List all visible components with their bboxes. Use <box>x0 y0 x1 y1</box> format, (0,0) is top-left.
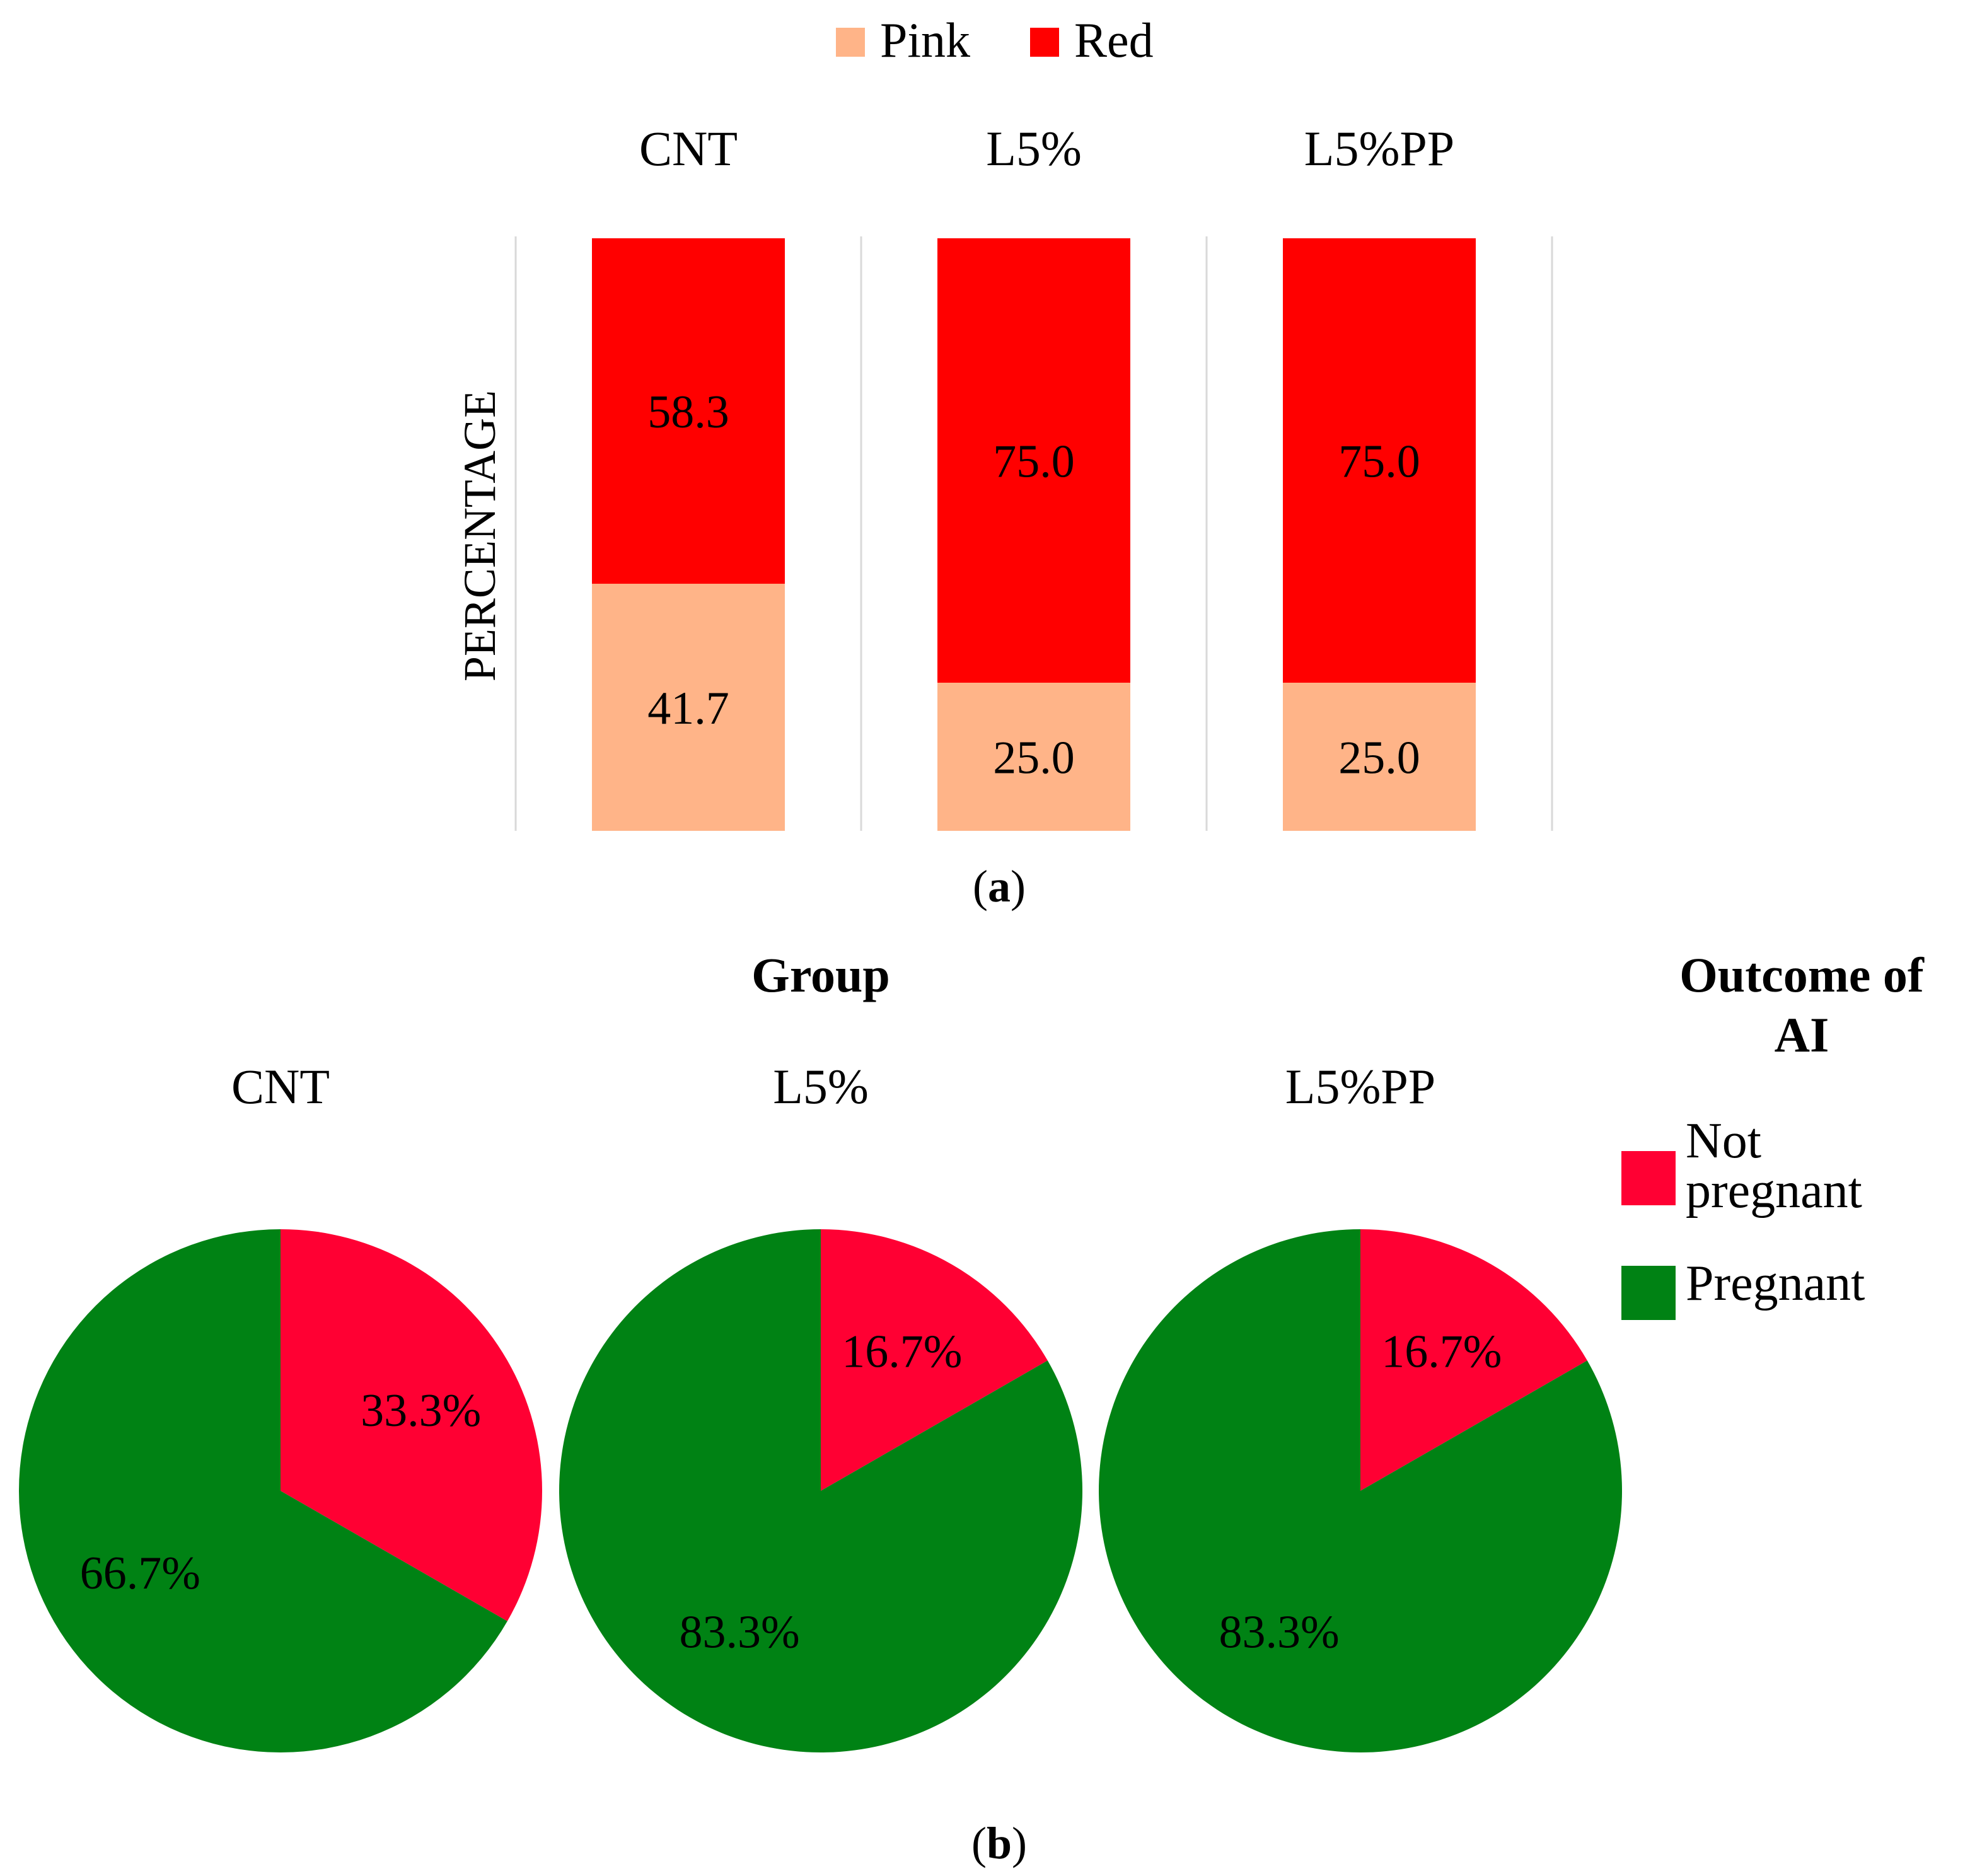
bar-red-l5pctpp <box>1283 238 1476 683</box>
pie-l5pctpp: L5%PP 16.7% 83.3% <box>1098 1059 1622 1752</box>
bar-red-cnt <box>592 238 785 584</box>
bar-pink-l5pctpp <box>1283 683 1476 831</box>
pie-data-label-not-pregnant-cnt: 33.3% <box>361 1385 481 1437</box>
pie-cnt: CNT 33.3% 66.7% <box>19 1059 543 1753</box>
bar-data-label-pink-cnt: 41.7 <box>647 683 729 734</box>
bar-legend-swatch-red <box>1030 28 1059 57</box>
pie-group-title: Group <box>751 947 890 1002</box>
pie-data-label-pregnant-cnt: 66.7% <box>80 1548 200 1599</box>
bar-category-label-l5pctpp: L5%PP <box>1304 121 1454 176</box>
pie-slice-pregnant-l5pctpp <box>1098 1229 1622 1752</box>
pie-legend-swatch-pregnant <box>1621 1266 1676 1320</box>
pie-slice-not-pregnant-l5pct <box>821 1229 1048 1491</box>
bar-data-label-pink-l5pctpp: 25.0 <box>1338 732 1420 784</box>
pie-legend-swatch-not-pregnant <box>1621 1151 1676 1205</box>
bar-pink-cnt <box>592 584 785 831</box>
caption-b-letter: b <box>987 1818 1012 1868</box>
pie-l5pct: L5% 16.7% 83.3% <box>559 1059 1083 1752</box>
bar-y-axis-label: PERCENTAGE <box>455 390 505 681</box>
bar-data-label-red-cnt: 58.3 <box>647 386 729 438</box>
bar-data-label-pink-l5pct: 25.0 <box>993 732 1075 784</box>
pie-title-l5pctpp: L5%PP <box>1285 1059 1435 1114</box>
pie-slice-not-pregnant-cnt <box>281 1229 543 1621</box>
pie-data-label-pregnant-l5pctpp: 83.3% <box>1219 1607 1340 1659</box>
caption-a-letter: a <box>988 861 1011 912</box>
pie-title-l5pct: L5% <box>773 1059 869 1114</box>
bar-legend-swatch-pink <box>836 28 865 57</box>
pie-chart-panel: Group CNT 33.3% 66.7% L5% 16.7% 83.3% L5%PP 16.… <box>19 947 1925 1868</box>
pie-data-label-not-pregnant-l5pct: 16.7% <box>842 1326 962 1377</box>
pie-data-label-pregnant-l5pct: 83.3% <box>680 1607 800 1659</box>
bar-legend: Pink Red <box>836 13 1154 67</box>
pie-data-label-not-pregnant-l5pctpp: 16.7% <box>1381 1326 1502 1377</box>
pie-slice-not-pregnant-l5pctpp <box>1360 1229 1587 1491</box>
bar-legend-label-pink: Pink <box>880 13 970 67</box>
pie-legend-label-pregnant: Pregnant <box>1686 1256 1865 1311</box>
bar-chart-panel: Pink Red CNT L5% L5%PP 41.7 58.3 25.0 75.0 25.0… <box>455 13 1553 912</box>
bar-red-l5pct <box>937 238 1130 683</box>
bar-category-label-cnt: CNT <box>639 121 738 176</box>
pie-slice-pregnant-cnt <box>19 1229 507 1753</box>
pie-slice-pregnant-l5pct <box>559 1229 1083 1752</box>
caption-a: (a) <box>973 861 1026 912</box>
bar-gridlines <box>514 236 1553 831</box>
bar-data-label-red-l5pct: 75.0 <box>993 436 1075 488</box>
caption-b: (b) <box>971 1818 1027 1868</box>
bar-pink-l5pct <box>937 683 1130 831</box>
pie-legend: Outcome of AI Not pregnant Pregnant <box>1621 947 1925 1320</box>
bar-legend-label-red: Red <box>1074 13 1154 67</box>
bar-category-labels: CNT L5% L5%PP <box>639 121 1454 176</box>
pie-title-cnt: CNT <box>231 1059 330 1114</box>
bar-marks: 41.7 58.3 25.0 75.0 25.0 75.0 <box>592 238 1476 831</box>
bar-data-label-red-l5pctpp: 75.0 <box>1338 436 1420 488</box>
pie-charts: CNT 33.3% 66.7% L5% 16.7% 83.3% L5%PP 16.7% 83.3… <box>19 1059 1622 1753</box>
pie-legend-title: Outcome of AI <box>1679 947 1925 1062</box>
pie-legend-label-not-pregnant: Not pregnant <box>1686 1113 1862 1219</box>
bar-category-label-l5pct: L5% <box>986 121 1082 176</box>
